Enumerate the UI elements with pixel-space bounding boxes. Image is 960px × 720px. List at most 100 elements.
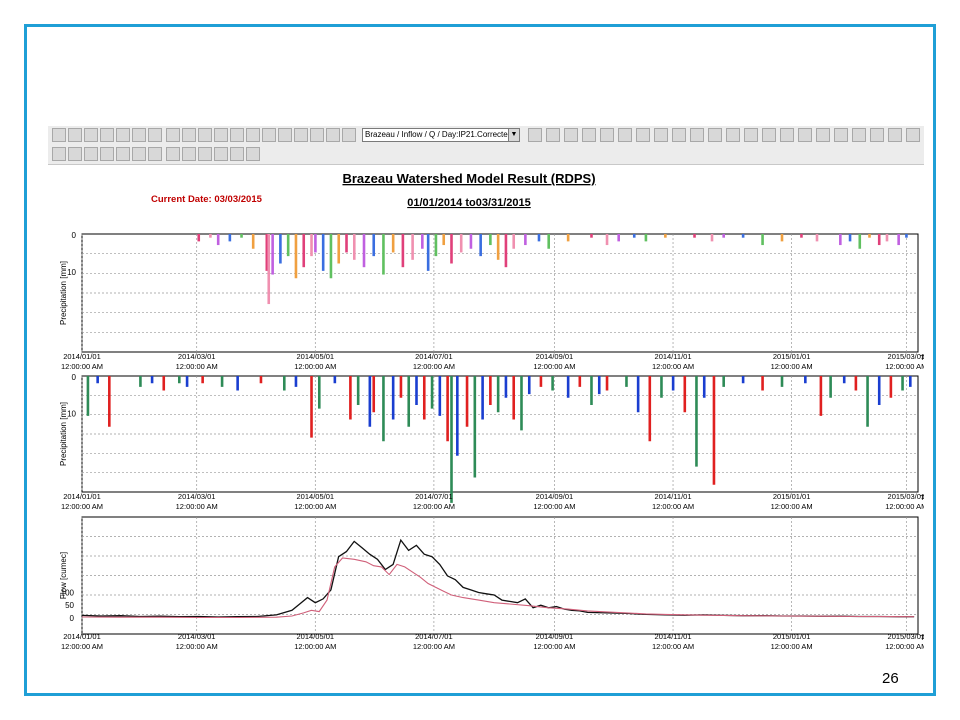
y-tick-label: 50 [65,601,74,610]
precip-bar [197,234,201,242]
settings-icon[interactable] [230,128,244,142]
undo-icon[interactable] [132,147,146,161]
precip-bar [804,376,807,384]
precip-bar [286,234,290,257]
print-icon[interactable] [278,128,292,142]
settings-icon[interactable] [600,128,614,142]
graph-icon[interactable] [294,128,308,142]
chart-canvas: Brazeau Watershed Model Result (RDPS) 01/… [59,171,924,651]
chevron-down-icon[interactable]: ▼ [508,129,519,141]
save-icon[interactable] [214,147,228,161]
zoom-out-icon[interactable] [726,128,740,142]
redo-icon[interactable] [148,147,162,161]
sum-icon[interactable] [214,128,228,142]
graph-icon[interactable] [672,128,686,142]
x-tick-label-time: 12:00:00 AM [885,642,924,651]
redo-icon[interactable] [564,128,578,142]
precip-bar [566,234,570,242]
table-icon[interactable] [906,128,920,142]
graph-icon[interactable] [52,147,66,161]
print-icon[interactable] [84,128,98,142]
zoom-in-icon[interactable] [708,128,722,142]
series-selector[interactable]: Brazeau / Inflow / Q / Day:IP21.Correcte… [362,128,520,142]
precip-bar [228,234,232,242]
zoom-in-icon[interactable] [84,147,98,161]
go-back-icon[interactable] [834,128,848,142]
print-icon[interactable] [870,128,884,142]
precip-bar [96,376,99,384]
redo-icon[interactable] [198,128,212,142]
x-tick-label-date: 2014/11/01 [655,632,692,641]
print-icon[interactable] [654,128,668,142]
zoom-in-icon[interactable] [326,128,340,142]
redo-icon[interactable] [780,128,794,142]
precip-bar [279,234,282,264]
precip-bar [251,234,255,249]
sum-icon[interactable] [798,128,812,142]
go-back-icon[interactable] [618,128,632,142]
x-tick-label-time: 12:00:00 AM [413,502,455,511]
save-icon[interactable] [636,128,650,142]
y-tick-label: 10 [67,268,76,277]
settings-icon[interactable] [182,147,196,161]
table-icon[interactable] [68,147,82,161]
sum-icon[interactable] [582,128,596,142]
precip-bar [150,376,154,384]
sum-icon[interactable] [166,147,180,161]
refresh-icon[interactable] [166,128,180,142]
x-tick-label-date: 2014/07/01 [415,632,453,641]
precip-bar [162,376,166,391]
precip-bar [236,376,239,391]
precip-bar [512,376,516,420]
table-icon[interactable] [310,128,324,142]
precip-bar [220,376,224,387]
settings-icon[interactable] [816,128,830,142]
table-icon[interactable] [690,128,704,142]
go-back-icon[interactable] [198,147,212,161]
graph-icon[interactable] [888,128,902,142]
x-tick-label-time: 12:00:00 AM [61,362,103,371]
undo-icon[interactable] [546,128,560,142]
precip-bar [722,376,725,387]
precip-bar [901,376,904,391]
precip-bar [401,234,405,268]
zoom-out-icon[interactable] [342,128,356,142]
precip-bar [356,376,360,405]
go-back-icon[interactable] [246,128,260,142]
refresh-icon[interactable] [528,128,542,142]
precip-bar [693,234,696,238]
undo-icon[interactable] [182,128,196,142]
x-tick-label-time: 12:00:00 AM [294,502,336,511]
refresh-icon[interactable] [116,147,130,161]
precip-bar [438,376,442,416]
x-tick-label-time: 12:00:00 AM [771,642,813,651]
graph-icon[interactable] [246,147,260,161]
precip-bar [664,234,667,238]
precip-bar [139,376,142,387]
zoom-in-icon[interactable] [132,128,146,142]
graph-icon[interactable] [100,128,114,142]
precip-bar [294,234,298,279]
print-icon[interactable] [230,147,244,161]
save-icon[interactable] [68,128,82,142]
x-tick-label-time: 12:00:00 AM [533,502,575,511]
x-tick-label-time: 12:00:00 AM [885,362,924,371]
zoom-out-icon[interactable] [100,147,114,161]
x-axis-end-label: Time t [920,353,924,362]
zoom-out-icon[interactable] [148,128,162,142]
undo-icon[interactable] [762,128,776,142]
precip-bar [695,376,698,467]
go-back-icon[interactable] [52,128,66,142]
precip-bar [294,376,298,387]
save-icon[interactable] [262,128,276,142]
x-tick-label-date: 2015/01/01 [773,632,811,641]
precip-bar [815,234,819,242]
precip-bar [456,376,459,456]
x-tick-label-time: 12:00:00 AM [294,362,336,371]
refresh-icon[interactable] [744,128,758,142]
table-icon[interactable] [116,128,130,142]
y-tick-label: 0 [70,614,75,623]
save-icon[interactable] [852,128,866,142]
precip-bar [819,376,823,416]
precip-bar [636,376,640,413]
